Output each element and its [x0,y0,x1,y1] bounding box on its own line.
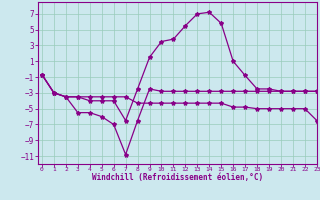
X-axis label: Windchill (Refroidissement éolien,°C): Windchill (Refroidissement éolien,°C) [92,173,263,182]
